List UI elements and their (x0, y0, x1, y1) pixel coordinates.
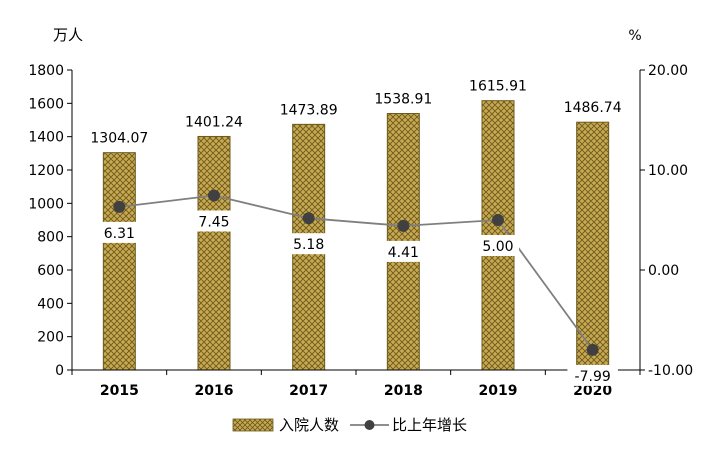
growth-label-bg (567, 364, 618, 386)
left-tick-label: 1200 (28, 163, 64, 179)
growth-label-bg (287, 233, 330, 255)
right-tick-label: 20.00 (648, 63, 688, 79)
x-tick-label: 2018 (384, 383, 423, 399)
left-tick-label: 1800 (28, 63, 64, 79)
x-tick-label: 2015 (100, 383, 139, 399)
growth-point-2015 (113, 200, 126, 213)
bar-series (102, 100, 610, 371)
x-tick-label: 2016 (195, 383, 234, 399)
growth-point-2019 (492, 214, 504, 226)
growth-point-2016 (208, 189, 220, 202)
bar-value-label: 1304.07 (90, 131, 148, 147)
data-labels: 1304.07 1401.24 1473.89 1538.91 1615.91 1486.… (90, 79, 622, 386)
line-series (113, 189, 599, 356)
left-tick-label: 200 (37, 330, 64, 346)
growth-line (119, 194, 594, 351)
x-tick-label: 2017 (289, 383, 328, 399)
x-tick-label: 2020 (573, 383, 612, 399)
legend-bar-label: 入院人数 (279, 416, 339, 434)
left-axis-unit: 万人 (53, 26, 83, 44)
bar-value-label: 1401.24 (185, 114, 243, 130)
growth-label-bg (98, 221, 141, 243)
right-tick-label: -10.00 (648, 363, 693, 379)
x-tick-label: 2019 (479, 383, 518, 399)
growth-value-label: -7.99 (575, 369, 611, 385)
bar-value-label: 1486.74 (564, 100, 622, 116)
growth-label-bg (193, 210, 235, 232)
growth-value-label: 6.31 (104, 226, 135, 242)
left-tick-label: 0 (55, 363, 64, 379)
left-tick-label: 400 (37, 296, 64, 312)
bar-2016 (197, 135, 231, 371)
legend-line-marker (364, 420, 375, 430)
left-tick-label: 1000 (28, 196, 64, 212)
bar-2020 (576, 121, 610, 371)
right-axis-unit: % (628, 28, 641, 44)
legend-line-label: 比上年增长 (392, 416, 467, 434)
growth-value-label: 5.00 (482, 239, 513, 255)
left-tick-label: 1600 (28, 96, 64, 112)
growth-point-2020 (586, 343, 599, 356)
left-tick-label: 1400 (28, 130, 64, 146)
legend: 入院人数 比上年增长 (232, 416, 467, 434)
bar-value-label: 1615.91 (469, 79, 527, 95)
growth-value-label: 5.18 (293, 237, 324, 253)
bar-value-label: 1473.89 (280, 102, 338, 118)
legend-bar-swatch (232, 418, 274, 432)
growth-point-2018 (397, 219, 410, 232)
bar-value-label: 1538.91 (374, 92, 432, 108)
left-tick-label: 800 (37, 230, 64, 246)
left-tick-label: 600 (37, 263, 64, 279)
growth-label-bg (477, 235, 519, 256)
growth-value-label: 4.41 (388, 245, 419, 261)
right-tick-label: 10.00 (648, 163, 688, 179)
growth-value-label: 7.45 (198, 215, 229, 231)
axes: 0 200 400 600 800 1000 1200 1400 1600 1800 -10.00 0… (28, 63, 693, 399)
bar-2015 (102, 152, 136, 371)
growth-point-2017 (302, 212, 315, 225)
growth-label-bg (382, 240, 425, 262)
right-tick-label: 0.00 (648, 263, 679, 279)
